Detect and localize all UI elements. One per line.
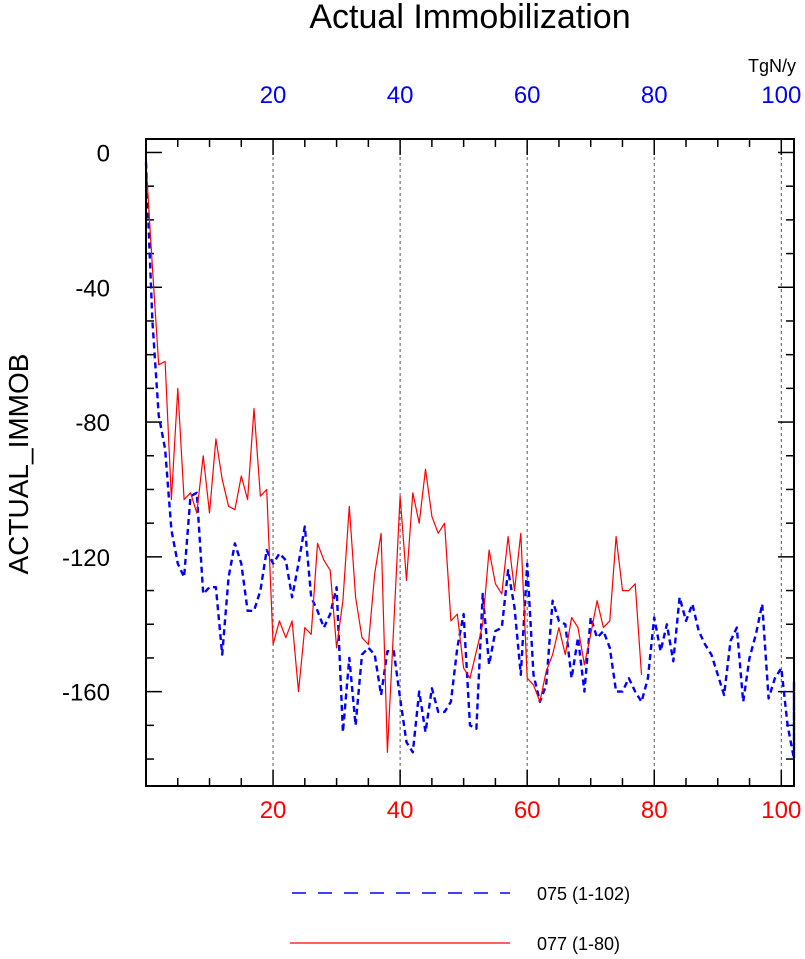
y-tick-label: -40 (75, 275, 110, 302)
y-tick-label: -120 (62, 545, 110, 572)
minor-ticks (146, 139, 794, 786)
series-line-075 (144, 162, 796, 761)
legend-label-075: 075 (1-102) (537, 884, 630, 904)
gridlines (272, 139, 782, 786)
x-tick-label-top: 80 (641, 82, 668, 109)
y-tick-label: 0 (97, 140, 110, 167)
legend-label-077: 077 (1-80) (537, 934, 620, 954)
x-tick-label-top: 60 (514, 82, 541, 109)
axis-ticks: 0 -40 -80 -120 -160 20 40 60 80 100 20 40 60 80 100 (62, 82, 801, 824)
chart-title: Actual Immobilization (309, 0, 630, 36)
series-lines (144, 162, 796, 761)
x-tick-label-bottom: 80 (641, 797, 668, 824)
x-tick-label-bottom: 40 (387, 797, 414, 824)
y-tick-label: -160 (62, 680, 110, 707)
y-tick-label: -80 (75, 410, 110, 437)
x-tick-label-top: 20 (260, 82, 287, 109)
x-tick-label-top: 100 (761, 82, 801, 109)
legend: 075 (1-102) 077 (1-80) (290, 884, 630, 954)
x-tick-label-bottom: 60 (514, 797, 541, 824)
x-tick-label-bottom: 100 (761, 797, 801, 824)
y-axis-label: ACTUAL_IMMOB (3, 354, 34, 575)
x-tick-label-bottom: 20 (260, 797, 287, 824)
plot-frame (145, 138, 795, 787)
x-tick-label-top: 40 (387, 82, 414, 109)
top-axis-units: TgN/y (748, 56, 796, 76)
series-line-077 (145, 162, 643, 753)
